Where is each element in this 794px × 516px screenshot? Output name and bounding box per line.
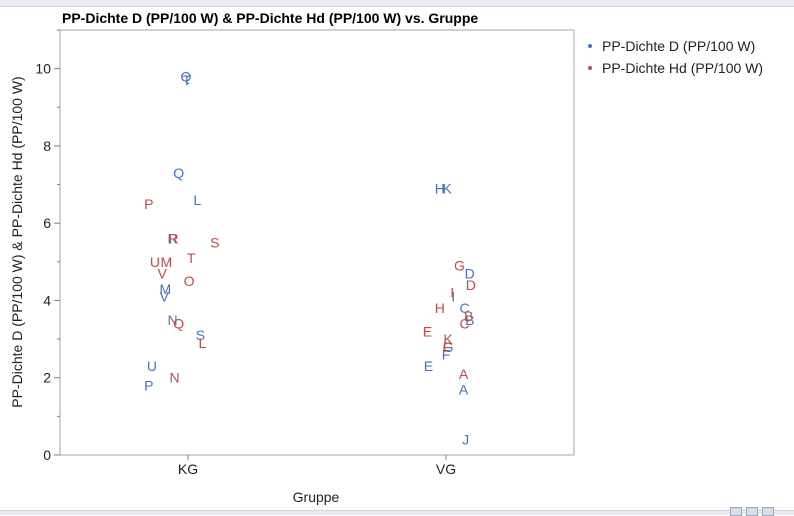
legend-marker-icon <box>588 66 592 70</box>
y-tick-label: 6 <box>43 215 51 231</box>
data-point-d-k: K <box>442 180 452 196</box>
view-toggle-button-2[interactable] <box>746 507 758 516</box>
x-axis-label: Gruppe <box>293 489 340 505</box>
view-toggle-button-3[interactable] <box>762 507 774 516</box>
data-point-hd-b: B <box>464 308 473 324</box>
data-point-hd-e: E <box>423 323 432 339</box>
data-point-hd-o: O <box>184 273 195 289</box>
view-toggle-button-1[interactable] <box>730 507 742 516</box>
data-point-hd-l: L <box>199 335 207 351</box>
data-point-hd-i: I <box>450 285 454 301</box>
data-point-d-u: U <box>147 358 157 374</box>
data-point-d-n: N <box>167 312 177 328</box>
x-axis: KG VG <box>178 455 456 477</box>
data-point-d-a: A <box>459 381 469 397</box>
data-point-d-i: I <box>451 289 455 305</box>
data-point-d-e: E <box>424 358 433 374</box>
data-point-hd-s: S <box>210 235 219 251</box>
y-axis-label: PP-Dichte D (PP/100 W) & PP-Dichte Hd (P… <box>9 76 25 407</box>
data-point-d-s: S <box>196 327 205 343</box>
data-point-hd-r: R <box>168 231 178 247</box>
y-tick-label: 8 <box>43 138 51 154</box>
legend-item[interactable]: PP-Dichte D (PP/100 W) <box>588 35 763 57</box>
data-point-hd-m: M <box>160 254 172 270</box>
data-point-d-m: M <box>159 281 171 297</box>
data-point-hd-n: N <box>170 370 180 386</box>
data-point-d-j: J <box>462 432 469 448</box>
legend-item[interactable]: PP-Dichte Hd (PP/100 W) <box>588 57 763 79</box>
data-point-d-h: H <box>435 180 445 196</box>
plot-area <box>59 29 575 456</box>
legend-marker-icon <box>588 44 592 48</box>
legend-label: PP-Dichte Hd (PP/100 W) <box>602 60 764 76</box>
data-point-hd-q: Q <box>173 316 184 332</box>
data-point-hd-g: G <box>454 258 465 274</box>
data-point-hd-h: H <box>435 300 445 316</box>
x-tick-label: VG <box>436 461 456 477</box>
data-point-hd-a: A <box>459 366 469 382</box>
data-point-hd-p: P <box>144 196 153 212</box>
data-point-hd-t: T <box>187 250 196 266</box>
data-point-d-c: C <box>460 300 470 316</box>
y-tick-label: 2 <box>43 370 51 386</box>
data-point-hd-u: U <box>150 254 160 270</box>
data-point-d-v: V <box>160 289 170 305</box>
data-point-hd-k: K <box>443 331 453 347</box>
y-tick-label: 4 <box>43 292 51 308</box>
data-point-d-g: G <box>443 339 454 355</box>
data-point-hd-f: F <box>443 339 452 355</box>
data-point-hd-v: V <box>158 265 168 281</box>
data-point-hd-d: D <box>466 277 476 293</box>
data-point-d-l: L <box>193 192 201 208</box>
data-point-d-q: Q <box>180 68 191 84</box>
y-tick-label: 10 <box>35 61 51 77</box>
data-point-d-d: D <box>465 265 475 281</box>
chart-title: PP-Dichte D (PP/100 W) & PP-Dichte Hd (P… <box>62 10 479 26</box>
data-point-d-r: R <box>167 231 177 247</box>
y-tick-label: 0 <box>43 447 51 463</box>
data-point-d-f: F <box>442 347 451 363</box>
data-point-d-b: B <box>465 312 474 328</box>
legend-label: PP-Dichte D (PP/100 W) <box>602 38 756 54</box>
data-point-d-q: Q <box>173 165 184 181</box>
x-tick-label: KG <box>178 461 198 477</box>
legend: PP-Dichte D (PP/100 W) PP-Dichte Hd (PP/1… <box>588 35 763 79</box>
y-axis: 0 2 4 6 8 10 <box>35 29 60 463</box>
data-point-hd-c: C <box>460 316 470 332</box>
data-point-d-p: P <box>144 377 153 393</box>
data-point-d-t: T <box>183 72 192 88</box>
top-toolbar-strip <box>0 0 794 7</box>
bottom-status-strip <box>0 510 794 515</box>
